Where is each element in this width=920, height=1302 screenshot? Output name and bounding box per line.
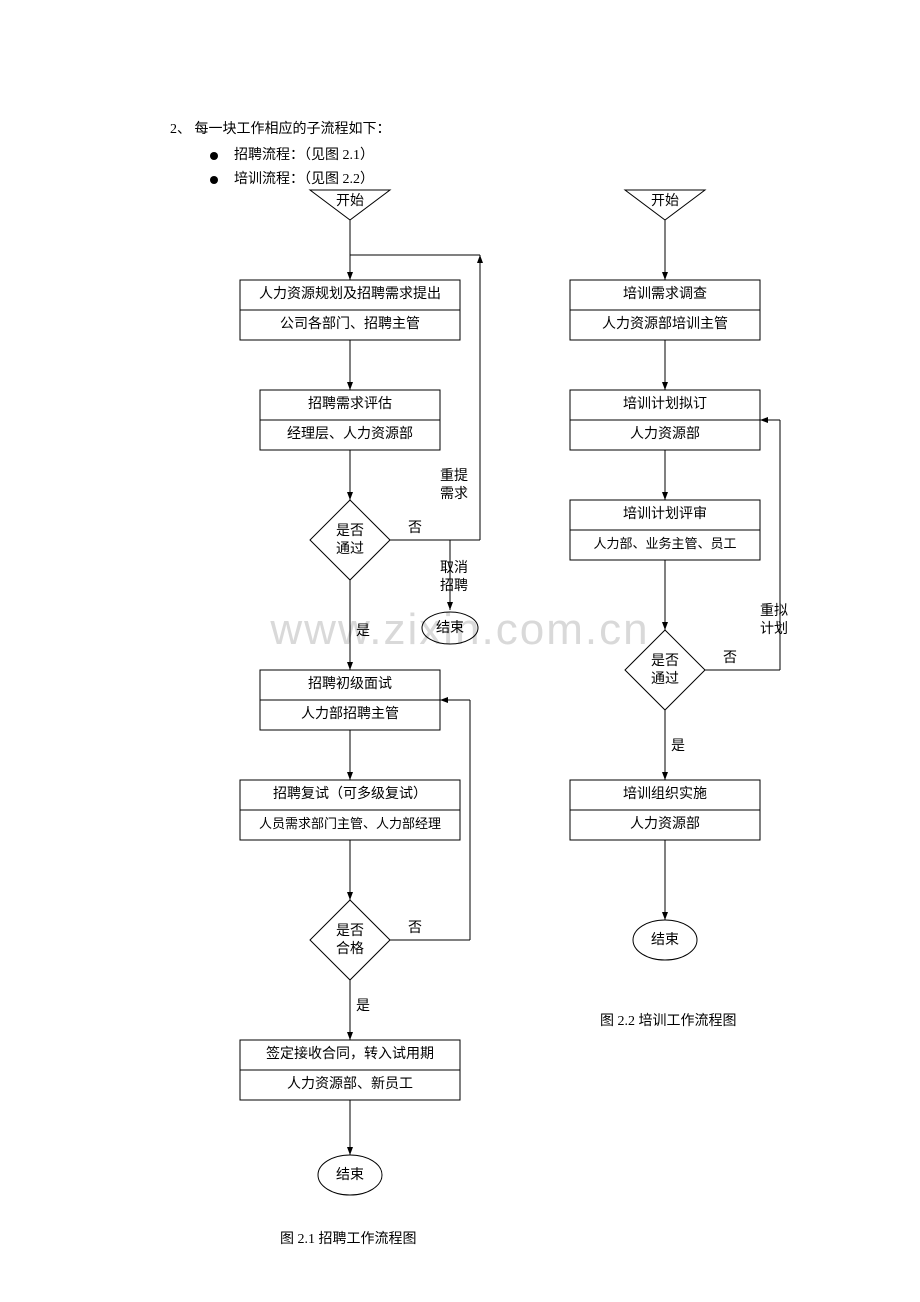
flowchart-right: 开始 培训需求调查 人力资源部培训主管 培训计划拟订 人力资源部 培训计划评审 … [530, 180, 830, 1010]
bullet-1: 招聘流程：（见图 2.1） [210, 144, 374, 164]
dr-yes: 是 [671, 739, 685, 754]
n5-bot-text: 人力资源部、新员工 [287, 1076, 413, 1092]
d1-line2: 通过 [336, 541, 364, 557]
dr-line1: 是否 [651, 654, 679, 669]
dr-no-lab2: 计划 [760, 621, 788, 637]
r3-top: 培训计划评审 [623, 506, 707, 522]
n1-top-text: 人力资源规划及招聘需求提出 [259, 286, 441, 302]
d2-line2: 合格 [336, 941, 364, 957]
n3-top-text: 招聘初级面试 [308, 675, 392, 692]
d2-no: 否 [408, 921, 422, 936]
n3-bot-text: 人力部招聘主管 [301, 706, 399, 722]
d1-no: 否 [408, 521, 422, 536]
n4-top-text: 招聘复试（可多级复试） [273, 785, 427, 802]
d1-no-top2: 需求 [440, 486, 468, 502]
dr-no: 否 [723, 651, 737, 666]
decision-1 [310, 500, 390, 580]
r2-top: 培训计划拟订 [623, 396, 707, 412]
end-text: 结束 [336, 1167, 364, 1183]
decision-2 [310, 900, 390, 980]
small-end-text: 结束 [436, 620, 464, 636]
d2-line1: 是否 [336, 924, 364, 939]
page: www.zixin.com.cn 2、 每一块工作相应的子流程如下： 招聘流程：… [0, 0, 920, 1302]
bullet-1-text: 招聘流程：（见图 2.1） [234, 148, 374, 163]
bullet-icon [210, 152, 218, 160]
r2-bot: 人力资源部 [630, 426, 700, 442]
left-caption: 图 2.1 招聘工作流程图 [280, 1228, 417, 1248]
r4-top: 培训组织实施 [623, 786, 707, 802]
heading: 2、 每一块工作相应的子流程如下： [170, 118, 391, 138]
n2-top-text: 招聘需求评估 [308, 396, 392, 412]
n2-bot-text: 经理层、人力资源部 [287, 426, 413, 442]
n4-bot-text: 人员需求部门主管、人力部经理 [259, 816, 441, 831]
n5-top-text: 签定接收合同，转入试用期 [266, 1045, 434, 1062]
right-caption: 图 2.2 培训工作流程图 [600, 1010, 737, 1030]
r1-top: 培训需求调查 [623, 286, 707, 302]
d1-yes: 是 [356, 624, 370, 639]
start-label: 开始 [336, 193, 364, 209]
flowchart-left: 开始 人力资源规划及招聘需求提出 公司各部门、招聘主管 招聘需求评估 经理层、人… [170, 180, 510, 1240]
r4-bot: 人力资源部 [630, 816, 700, 832]
r3-bot: 人力部、业务主管、员工 [593, 536, 736, 551]
d1-no-bot1: 取消 [440, 560, 468, 576]
d1-no-top1: 重提 [440, 468, 468, 484]
end-r-text: 结束 [651, 932, 679, 948]
decision-r [625, 630, 705, 710]
dr-no-lab1: 重拟 [760, 603, 788, 619]
d1-line1: 是否 [336, 524, 364, 539]
d2-yes: 是 [356, 999, 370, 1014]
dr-line2: 通过 [651, 671, 679, 687]
n1-bot-text: 公司各部门、招聘主管 [280, 316, 420, 332]
r1-bot: 人力资源部培训主管 [602, 316, 728, 332]
d1-no-bot2: 招聘 [440, 578, 468, 594]
start-r-label: 开始 [651, 193, 679, 209]
